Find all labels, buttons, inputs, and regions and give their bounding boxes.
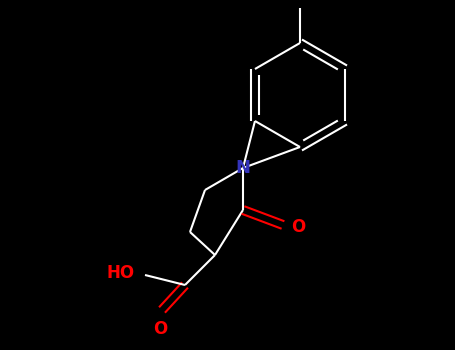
Text: HO: HO bbox=[107, 264, 135, 282]
Text: O: O bbox=[291, 218, 305, 236]
Text: O: O bbox=[153, 320, 167, 338]
Text: N: N bbox=[236, 159, 251, 177]
